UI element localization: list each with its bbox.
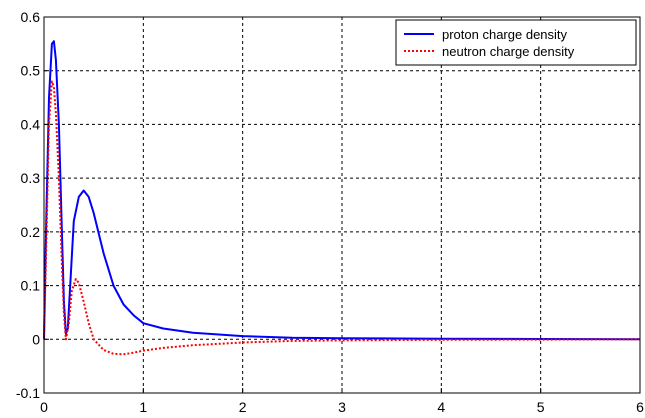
x-tick-label: 1 — [139, 399, 147, 415]
x-tick-label: 5 — [537, 399, 545, 415]
y-tick-label: 0.5 — [21, 63, 41, 79]
x-axis: 0 1 2 3 4 5 6 — [40, 388, 644, 415]
y-tick-label: 0.2 — [21, 224, 41, 240]
y-tick-label: -0.1 — [16, 385, 40, 401]
legend-box — [395, 19, 637, 66]
legend-label: neutron charge density — [442, 44, 575, 59]
x-tick-label: 3 — [338, 399, 346, 415]
x-tick-label: 6 — [636, 399, 644, 415]
y-tick-label: 0.4 — [21, 116, 41, 132]
series-layer — [43, 40, 641, 356]
x-tick-label: 0 — [40, 399, 48, 415]
legend: proton charge density neutron charge dens… — [395, 19, 637, 66]
y-tick-label: 0 — [32, 331, 40, 347]
series-line-proton — [43, 40, 641, 341]
y-tick-label: 0.1 — [21, 278, 41, 294]
x-tick-label: 4 — [437, 399, 445, 415]
grid — [44, 17, 640, 393]
y-tick-label: 0.6 — [21, 9, 41, 25]
y-axis: -0.1 0 0.1 0.2 0.3 0.4 0.5 0.6 — [16, 9, 49, 401]
y-tick-label: 0.3 — [21, 170, 41, 186]
legend-label: proton charge density — [442, 27, 568, 42]
x-tick-label: 2 — [239, 399, 247, 415]
series-line-neutron — [43, 80, 641, 356]
